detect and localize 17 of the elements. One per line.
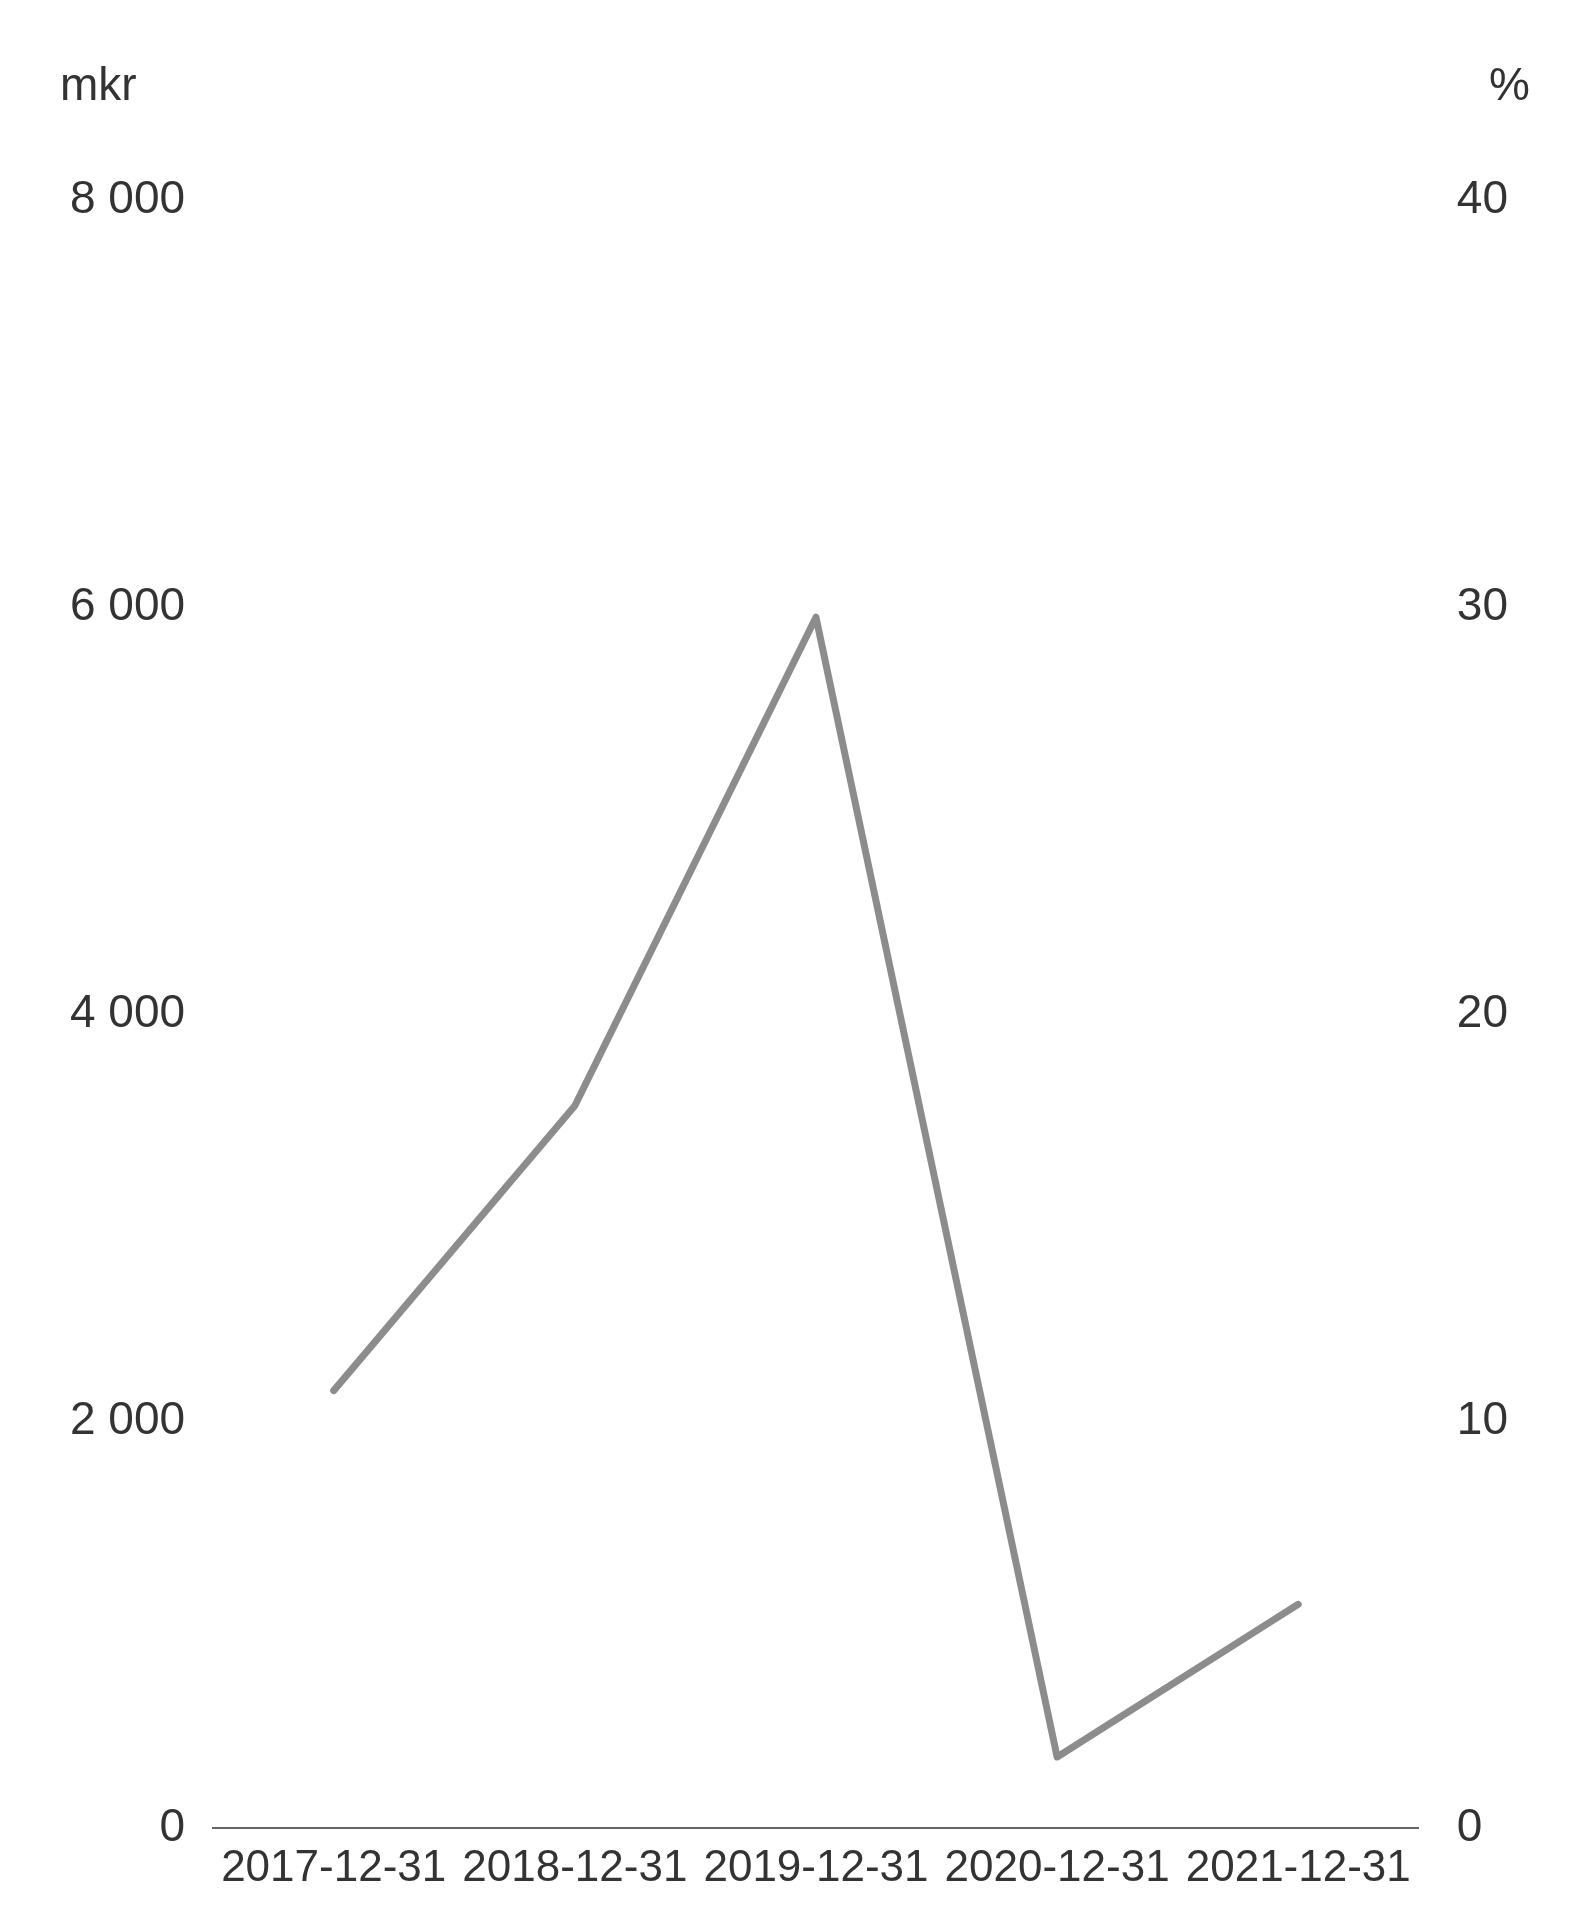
x-tick-label: 2017-12-31 <box>221 1840 447 1890</box>
x-tick-label: 2018-12-31 <box>462 1840 688 1890</box>
y-tick-label: 2 000 <box>69 1391 186 1444</box>
y2-tick-label: 20 <box>1456 984 1509 1037</box>
y2-tick-label: 0 <box>1456 1798 1483 1851</box>
x-tick-label: 2021-12-31 <box>1185 1840 1411 1890</box>
y-tick-label: 8 000 <box>69 170 186 223</box>
y-axis-title: mkr <box>60 57 137 110</box>
y-tick-label: 0 <box>159 1798 186 1851</box>
x-tick-label: 2020-12-31 <box>944 1840 1170 1890</box>
y2-tick-label: 40 <box>1456 170 1509 223</box>
y-tick-label: 6 000 <box>69 577 186 630</box>
y2-axis-title: % <box>1489 57 1530 110</box>
y2-tick-label: 30 <box>1456 577 1509 630</box>
y2-tick-label: 10 <box>1456 1391 1509 1444</box>
y-tick-label: 4 000 <box>69 984 186 1037</box>
x-tick-label: 2019-12-31 <box>703 1840 929 1890</box>
